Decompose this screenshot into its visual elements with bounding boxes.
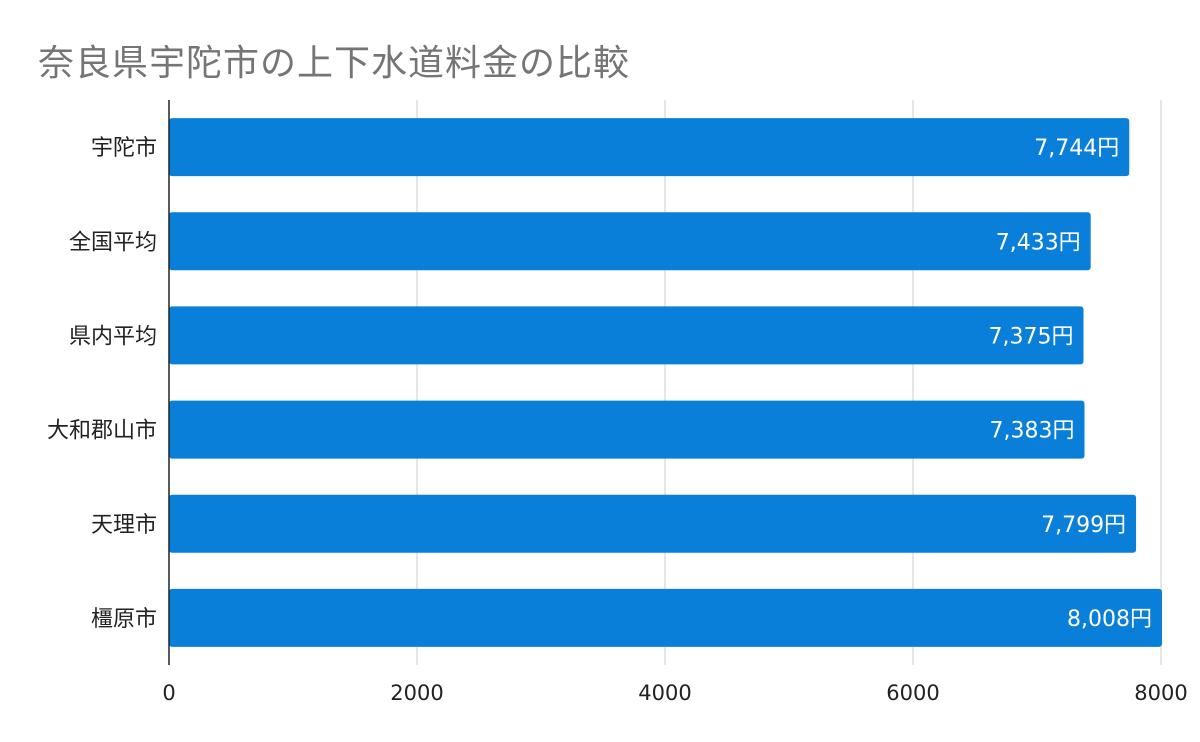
- data-label: 7,375円: [989, 324, 1074, 349]
- x-tick-label: 8000: [1134, 681, 1187, 705]
- x-tick-label: 6000: [886, 681, 939, 705]
- x-tick-label: 0: [162, 681, 175, 705]
- data-label: 7,383円: [990, 419, 1075, 444]
- gridlines: [416, 100, 1162, 665]
- category-label: 大和郡山市: [47, 419, 157, 444]
- category-label: 全国平均: [69, 230, 157, 255]
- bar: [169, 494, 1137, 553]
- chart-title: 奈良県宇陀市の上下水道料金の比較: [38, 43, 631, 84]
- data-label: 8,008円: [1067, 607, 1152, 632]
- category-label: 橿原市: [91, 607, 157, 632]
- category-label: 宇陀市: [91, 136, 157, 161]
- bars: [169, 118, 1162, 647]
- bar: [169, 212, 1091, 271]
- x-tick-label: 4000: [638, 681, 691, 705]
- x-tick-label: 2000: [390, 681, 443, 705]
- bar: [169, 588, 1162, 647]
- category-label: 天理市: [91, 513, 157, 538]
- bar: [169, 400, 1085, 459]
- data-label: 7,799円: [1041, 513, 1126, 538]
- category-label: 県内平均: [69, 324, 157, 349]
- data-label: 7,433円: [996, 230, 1081, 255]
- bar: [169, 118, 1130, 177]
- data-label: 7,744円: [1034, 136, 1119, 161]
- bar: [169, 306, 1084, 365]
